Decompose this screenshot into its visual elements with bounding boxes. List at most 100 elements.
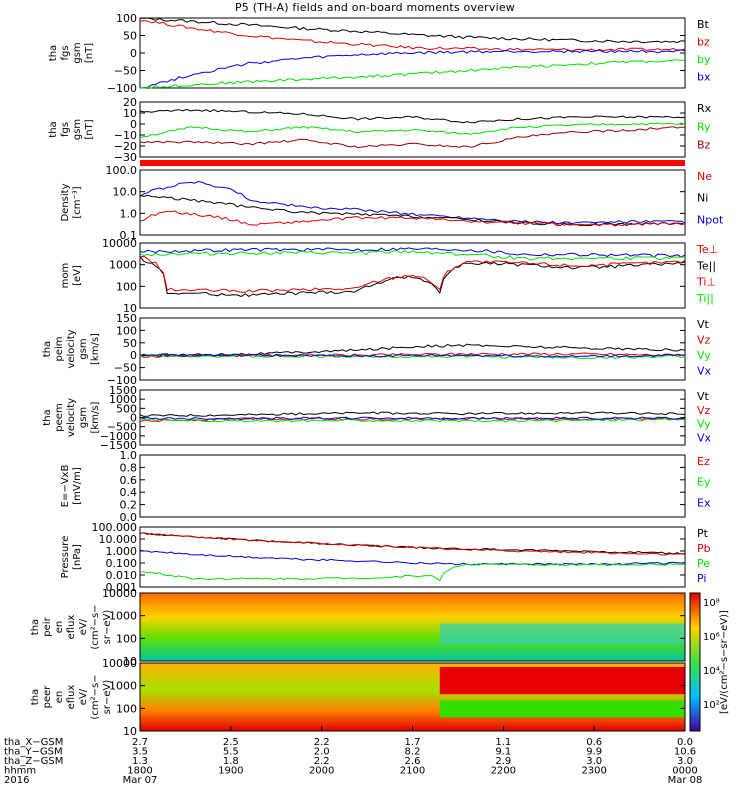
orbit-value: 0.0 (677, 737, 693, 748)
y-tick-label: 0.4 (120, 486, 138, 499)
y-axis-label: peem (54, 403, 65, 431)
panel-frame (139, 317, 686, 381)
legend-label: Te|| (696, 259, 716, 272)
legend-label: Npot (697, 213, 724, 226)
panel-frame (139, 389, 686, 446)
y-tick-label: 10 (123, 725, 137, 738)
series-line-black (139, 194, 686, 227)
y-axis-label: [cm⁻³] (72, 186, 83, 218)
orbit-value: 10.6 (674, 747, 696, 758)
y-axis-label: tha (42, 409, 53, 425)
y-tick-label: 10000 (102, 587, 137, 600)
legend-label: bz (697, 36, 710, 49)
orbit-value: 1800 (127, 766, 152, 777)
series-line-blue (139, 353, 686, 358)
y-tick-label: 0.2 (120, 499, 138, 512)
y-tick-label: 100 (116, 12, 137, 25)
y-tick-label: −1000 (100, 430, 137, 443)
series-line-black (139, 411, 686, 417)
y-tick-label: 50 (123, 30, 137, 43)
orbit-value: 8.2 (405, 747, 421, 758)
y-tick-label: −500 (107, 421, 137, 434)
y-axis-label: en (54, 691, 65, 704)
y-axis-label: [nT] (84, 43, 95, 63)
legend-label: Vt (697, 318, 710, 331)
panel-frame (139, 169, 686, 236)
y-tick-label: 1000 (109, 610, 137, 623)
y-tick-label: 10 (123, 107, 137, 120)
y-tick-label: −50 (114, 65, 137, 78)
orbit-value: 1.7 (405, 737, 421, 748)
orbit-value: 1900 (218, 766, 243, 777)
y-tick-label: 0 (130, 47, 137, 60)
legend-label: Vy (697, 418, 711, 431)
legend-label: Pe (697, 557, 710, 570)
y-axis-label: Pressure (60, 536, 71, 579)
legend-label: Vt (697, 390, 710, 403)
series-line-black (139, 17, 686, 44)
series-line-green (139, 249, 686, 261)
y-tick-label: 50 (123, 337, 137, 350)
orbit-value: 2.7 (132, 737, 148, 748)
y-tick-label: 1500 (109, 384, 137, 397)
colorbar (689, 592, 701, 732)
colorbar-tick-label: 10² (703, 700, 720, 711)
year-label: 2016 (4, 775, 29, 786)
y-tick-label: 0.001 (106, 581, 138, 594)
y-axis-label: velocity (66, 329, 77, 368)
y-tick-label: 0.6 (120, 474, 138, 487)
colorbar-tick-label: 10⁴ (703, 666, 720, 677)
y-tick-label: 0 (130, 349, 137, 362)
colorbar-label: [eV/(cm²−s−sr−eV)] (719, 610, 730, 714)
y-axis-label: fgs (60, 45, 71, 60)
orbit-value: 2.6 (405, 756, 421, 767)
y-axis-label: E=−VxB (60, 465, 71, 508)
y-tick-label: 10.0 (113, 186, 138, 199)
y-tick-label: 1000 (109, 393, 137, 406)
y-axis-label: sr−eV) (102, 610, 113, 645)
y-tick-label: 150 (116, 312, 137, 325)
orbit-value: 0.6 (586, 737, 602, 748)
y-tick-label: 0.100 (106, 557, 138, 570)
legend-label: Vy (697, 349, 711, 362)
y-axis-label: Density (60, 183, 71, 221)
legend-label: Pb (697, 542, 711, 555)
y-axis-label: eV/ (78, 688, 89, 705)
legend-label: Ni (697, 192, 708, 205)
date-end: Mar 08 (668, 775, 703, 786)
orbit-value: 1.1 (495, 737, 511, 748)
series-line-blue (139, 416, 686, 421)
y-axis-label: peim (54, 336, 65, 361)
series-line-black (139, 532, 686, 555)
y-tick-label: 20 (123, 96, 137, 109)
chart-title: P5 (TH-A) fields and on-board moments ov… (234, 1, 516, 14)
legend-label: Ne (697, 170, 712, 183)
series-line-black (139, 108, 686, 124)
y-axis-label: tha (48, 45, 59, 61)
orbit-value: 3.5 (132, 747, 148, 758)
orbit-value: 2300 (581, 766, 606, 777)
orbit-value: 1.3 (132, 756, 148, 767)
y-axis-label: gsm (78, 407, 89, 428)
panel-frame (139, 454, 686, 518)
y-tick-label: 1.0 (120, 449, 138, 462)
y-axis-label: [km/s] (90, 333, 101, 365)
orbit-value: 3.0 (677, 756, 693, 767)
y-axis-label: fgs (60, 122, 71, 137)
y-axis-label: [eV] (72, 265, 83, 286)
legend-label: Ex (697, 496, 711, 509)
series-line-red (139, 255, 686, 293)
orbit-value: 1.8 (223, 756, 239, 767)
orbit-value: 2.2 (314, 737, 330, 748)
y-tick-label: −20 (114, 140, 137, 153)
legend-label: Te⊥ (696, 243, 718, 256)
y-tick-label: 1.000 (106, 545, 138, 558)
series-line-green (139, 59, 686, 89)
orbit-row-label: tha_Z−GSM (4, 756, 63, 767)
panel-frame (139, 101, 686, 158)
legend-label: bx (697, 71, 711, 84)
y-tick-label: 0.0 (120, 511, 138, 524)
legend-label: Ti⊥ (696, 276, 716, 289)
y-tick-label: 100 (116, 702, 137, 715)
